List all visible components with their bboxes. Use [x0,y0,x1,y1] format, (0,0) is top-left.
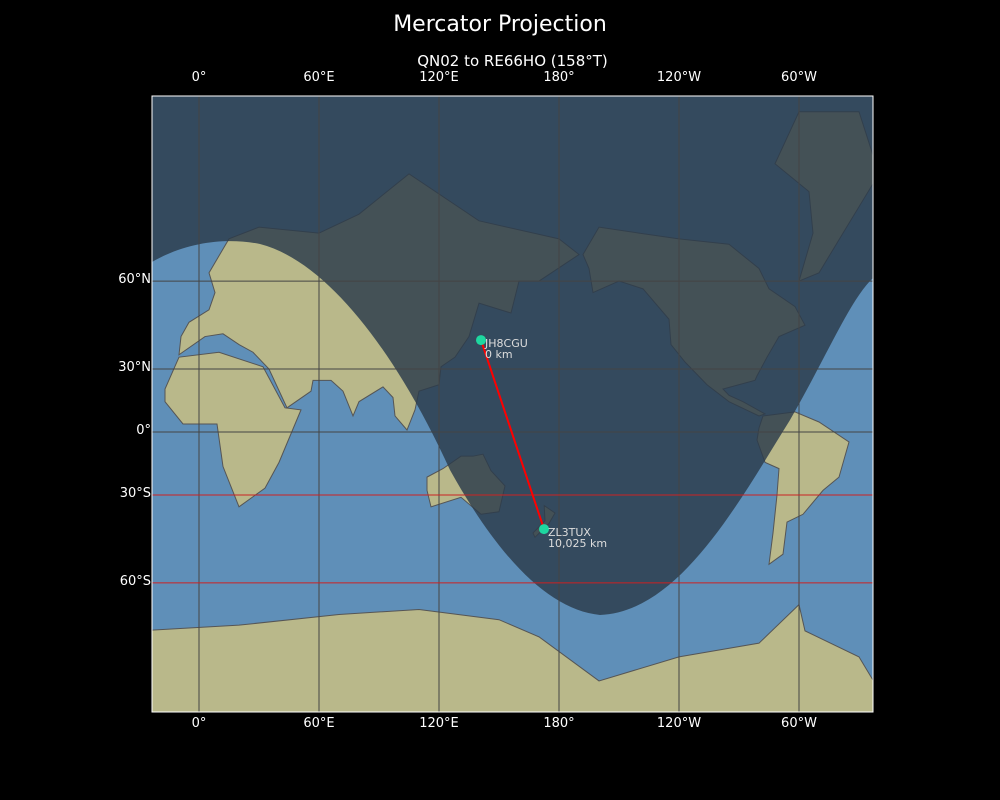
lat-tick: 30°S [119,485,151,501]
figure-title: Mercator Projection [393,12,607,37]
station-marker [539,524,549,535]
lon-tick-top: 180° [543,70,575,85]
station-distance: 10,025 km [548,537,608,551]
map-subtitle: QN02 to RE66HO (158°T) [417,52,608,70]
lon-tick-bottom: 60°W [781,716,817,731]
station-distance: 0 km [485,348,513,362]
lat-tick: 60°N [118,272,151,288]
station-label: JH8CGU 0 km [485,338,528,360]
lon-tick-top: 120°E [419,70,459,85]
lon-tick-bottom: 120°E [419,716,459,731]
lon-tick-bottom: 180° [543,716,575,731]
night-overlay [152,96,873,615]
map-frame [151,95,874,713]
lon-tick-top: 60°E [303,70,335,85]
station-call: JH8CGU [485,337,528,351]
lon-tick-top: 0° [191,70,207,85]
lon-tick-bottom: 0° [191,716,207,731]
lon-tick-bottom: 60°E [303,716,335,731]
station-label: ZL3TUX 10,025 km [548,527,607,549]
great-circle-path [480,339,545,530]
station-marker [476,335,486,346]
lon-tick-bottom: 120°W [656,716,702,731]
lat-tick: 30°N [118,360,151,376]
lat-tick: 60°S [119,573,151,589]
lat-tick: 0° [136,423,151,438]
station-call: ZL3TUX [548,526,591,540]
lon-tick-top: 60°W [781,70,817,85]
lon-tick-top: 120°W [656,70,702,85]
